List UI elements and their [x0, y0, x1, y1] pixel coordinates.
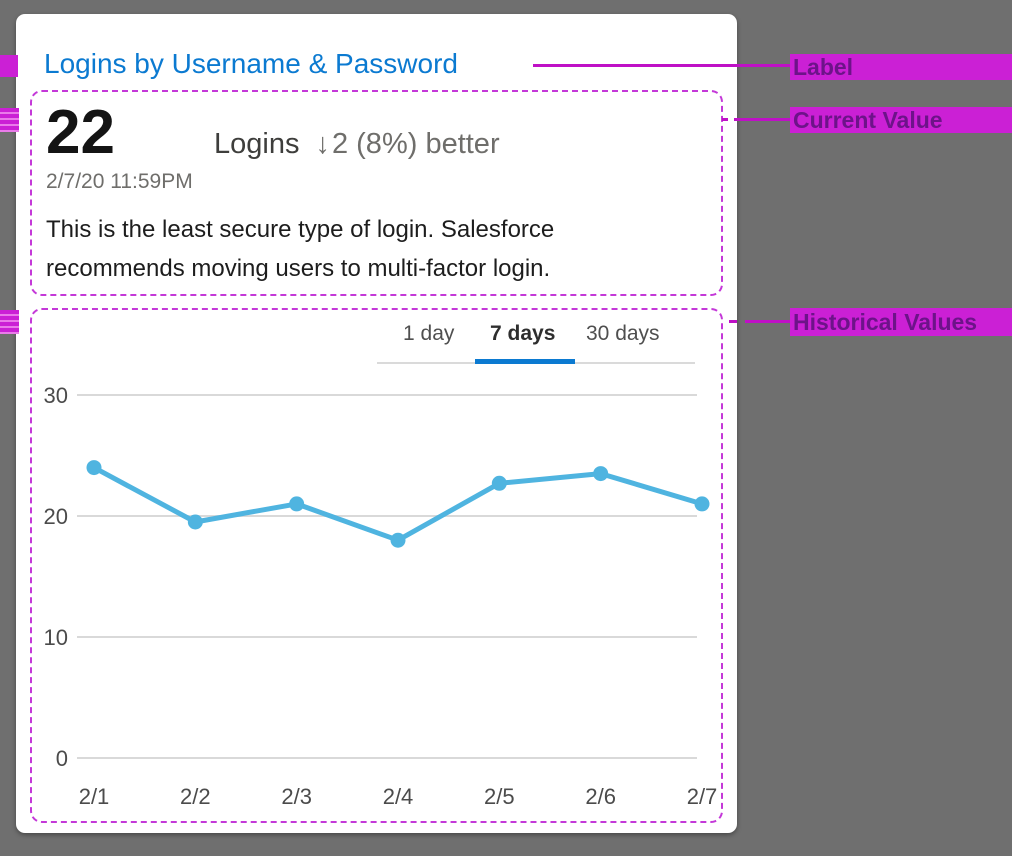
y-axis-tick-label: 30 — [44, 383, 68, 408]
annotation-connector-current-dash — [722, 118, 740, 121]
x-axis-tick-label: 2/5 — [484, 784, 515, 809]
chart-point — [289, 496, 305, 512]
metric-row: 22 Logins ↓2 (8%) better — [46, 98, 707, 168]
metric-label: Logins — [214, 128, 300, 160]
current-value-section: 22 Logins ↓2 (8%) better 2/7/20 11:59PM … — [30, 90, 723, 296]
annotation-connector-label — [533, 64, 790, 67]
y-axis-tick-label: 0 — [56, 746, 68, 771]
annotation-connector-historical — [745, 320, 793, 323]
chart-line — [91, 465, 705, 543]
chart-point — [593, 466, 609, 482]
metric-description: This is the least secure type of login. … — [46, 216, 555, 282]
chart-point — [694, 496, 710, 512]
annotation-current-value: Current Value — [790, 107, 1012, 133]
x-axis-tick-label: 2/3 — [281, 784, 312, 809]
chart-point — [86, 460, 102, 476]
tab-selected-underline — [475, 359, 575, 364]
left-edge-highlight-1 — [0, 55, 18, 77]
metric-timestamp: 2/7/20 11:59PM — [46, 170, 193, 193]
annotation-connector-historical-dash — [729, 320, 737, 323]
login-trend-chart: 30 20 10 0 2/1 2/2 2/3 2/4 2/5 2/6 2/7 — [44, 383, 718, 809]
down-arrow-icon: ↓ — [315, 128, 330, 160]
chart-point — [390, 532, 406, 548]
chart-point — [187, 514, 203, 530]
annotation-label: Label — [790, 54, 1012, 80]
left-edge-highlight-2 — [0, 108, 19, 132]
x-axis-tick-label: 2/6 — [585, 784, 616, 809]
tab-1-day[interactable]: 1 day — [403, 322, 455, 345]
tab-30-days[interactable]: 30 days — [586, 322, 660, 345]
metric-delta-text: 2 (8%) better — [331, 128, 500, 160]
y-axis-tick-label: 20 — [44, 504, 68, 529]
metric-value: 22 — [46, 98, 115, 167]
x-axis-tick-label: 2/2 — [180, 784, 211, 809]
y-axis-tick-label: 10 — [44, 625, 68, 650]
metric-delta: ↓2 (8%) better — [315, 128, 499, 161]
left-edge-highlight-3 — [0, 310, 19, 334]
chart-point — [491, 475, 507, 491]
metric-card: Logins by Username & Password 22 Logins … — [16, 14, 737, 833]
historical-values-section: 1 day 7 days 30 days 30 20 10 0 2/1 2/2 2/3 2/4… — [30, 308, 723, 823]
x-axis-tick-label: 2/7 — [687, 784, 718, 809]
tab-7-days[interactable]: 7 days — [490, 322, 556, 345]
card-title[interactable]: Logins by Username & Password — [44, 48, 458, 79]
x-axis-tick-label: 2/4 — [383, 784, 414, 809]
annotation-connector-current — [740, 118, 790, 121]
x-axis-tick-label: 2/1 — [79, 784, 110, 809]
annotation-historical-values: Historical Values — [790, 308, 1012, 336]
